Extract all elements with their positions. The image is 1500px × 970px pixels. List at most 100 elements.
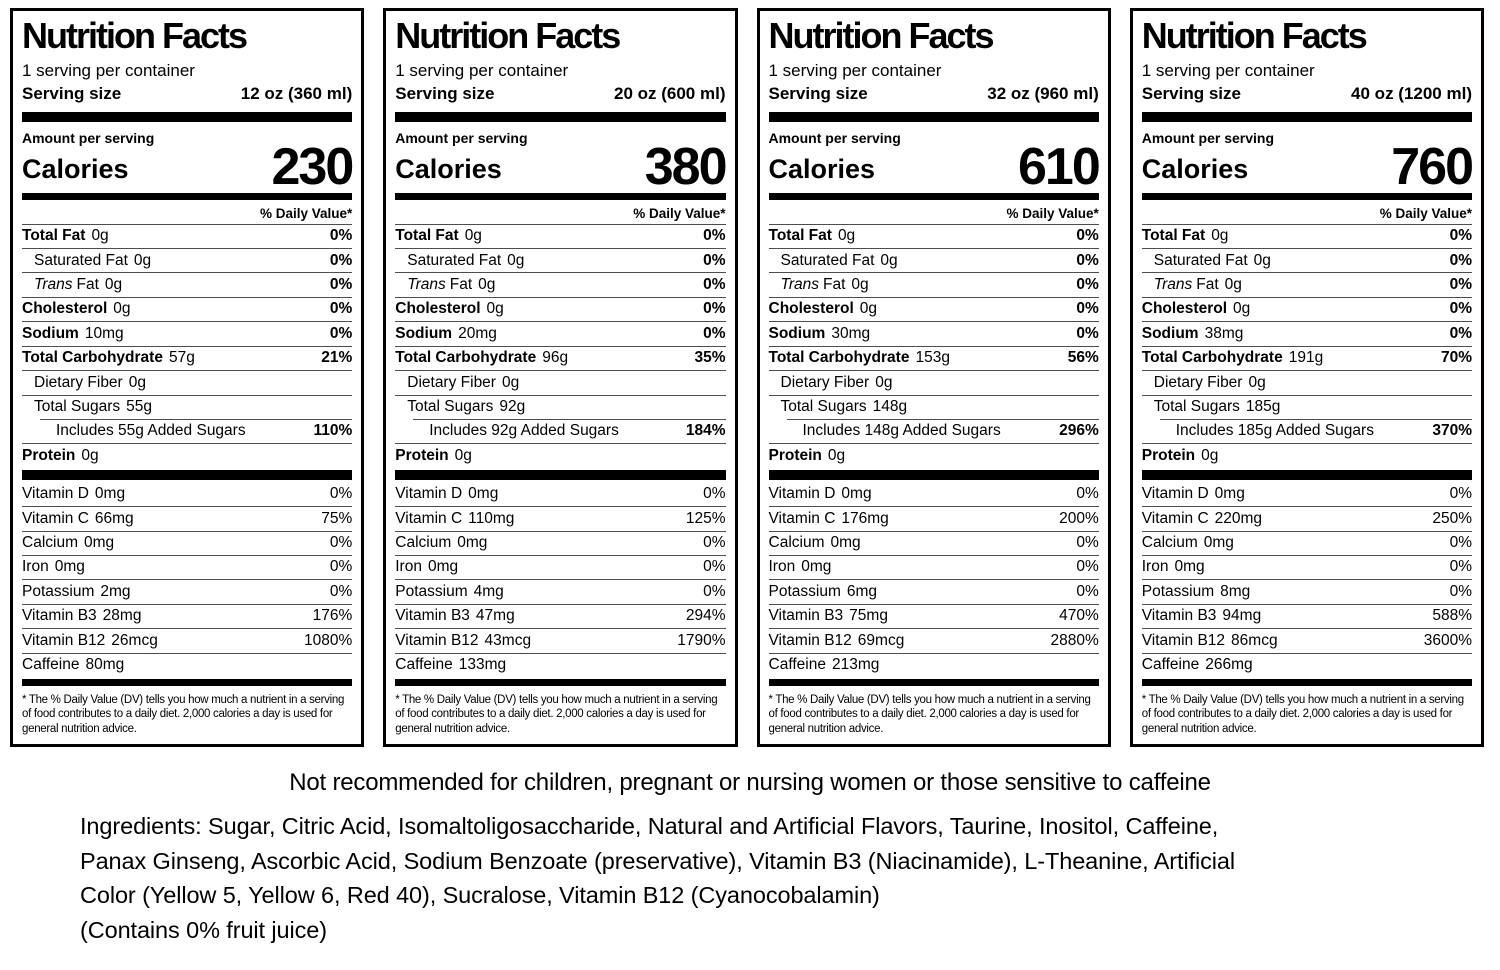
calories-label: Calories	[768, 153, 876, 184]
nutrient-amount: 0g	[81, 446, 99, 464]
daily-value-percent: 125%	[685, 509, 726, 527]
nutrient-amount: 8mg	[1220, 582, 1251, 600]
nutrient-name: Iron	[395, 558, 422, 576]
serving-size-row: Serving size 20 oz (600 ml)	[395, 82, 725, 110]
daily-value-percent: 200%	[1059, 509, 1099, 527]
nutrient-amount: 0g	[875, 373, 893, 391]
daily-value-percent: 0%	[1076, 227, 1099, 245]
servings-per-container: 1 serving per container	[22, 60, 195, 80]
nutrient-name-group: Calcium 0mg	[395, 534, 487, 553]
nutrient-row: Protein 0g	[1141, 443, 1472, 467]
nutrition-label-12oz: Nutrition Facts 1 serving per container Se…	[10, 8, 365, 748]
nutrient-amount: 0mg	[830, 534, 861, 552]
nutrient-amount: 0g	[859, 300, 878, 318]
fruit-juice-note: (Contains 0% fruit juice)	[80, 916, 327, 943]
daily-value-percent: 470%	[1059, 607, 1099, 625]
nutrient-name: Caffeine	[395, 656, 453, 674]
nutrient-name-suffix: Fat	[449, 275, 473, 293]
nutrient-name: Saturated Fat	[780, 251, 875, 269]
daily-value-percent: 3600%	[1423, 631, 1472, 649]
daily-value-percent: 0%	[1076, 275, 1099, 293]
daily-value-percent: 0%	[1076, 251, 1099, 269]
daily-value-header: % Daily Value*	[1379, 205, 1472, 221]
nutrient-name-group: Total Carbohydrate 57g	[22, 349, 195, 368]
nutrient-name: Total Carbohydrate	[395, 349, 537, 367]
nutrient-name: Vitamin D	[768, 485, 836, 503]
nutrient-amount: 0g	[1201, 446, 1219, 464]
nutrient-amount: 55g	[126, 398, 153, 416]
nutrient-row: Total Fat 0g 0%	[395, 223, 726, 248]
daily-value-percent: 75%	[321, 509, 353, 527]
nutrient-name: Includes 148g Added Sugars	[802, 422, 1001, 440]
nutrient-row: Dietary Fiber 0g	[22, 370, 353, 394]
daily-value-percent: 0%	[1076, 558, 1099, 576]
daily-value-header: % Daily Value*	[259, 205, 353, 221]
vitamin-mineral-rows: Vitamin D 0mg 0% Vitamin C 220mg 250% Calcium 0…	[1141, 483, 1472, 677]
calories-value: 760	[1391, 137, 1474, 196]
nutrient-amount: 2mg	[100, 582, 131, 600]
nutrient-amount: 0g	[113, 300, 131, 318]
servings-per-container: 1 serving per container	[768, 60, 942, 80]
nutrient-name-suffix: Fat	[76, 275, 99, 293]
nutrient-name: Saturated Fat	[407, 251, 502, 269]
daily-value-percent: 110%	[313, 422, 353, 440]
nutrient-name-group: Dietary Fiber 0g	[781, 374, 893, 393]
daily-value-percent: 0%	[1449, 324, 1472, 342]
nutrient-row: Includes 185g Added Sugars 370%	[1159, 418, 1472, 443]
thick-divider-bar	[1141, 469, 1472, 480]
nutrient-name: Includes 55g Added Sugars	[56, 422, 246, 440]
nutrient-name-group: Trans Fat 0g	[34, 276, 122, 295]
nutrient-row: Vitamin B3 28mg 176%	[22, 603, 353, 628]
daily-value-percent: 0%	[1449, 534, 1472, 552]
nutrient-name-group: Total Fat 0g	[22, 227, 109, 246]
nutrient-name: Trans	[780, 275, 819, 293]
nutrient-name-suffix: Fat	[822, 275, 846, 293]
nutrient-name: Calcium	[768, 534, 825, 552]
serving-size-label: Serving size	[22, 83, 122, 103]
nutrient-amount: 10mg	[84, 324, 124, 342]
daily-value-percent: 0%	[1076, 485, 1099, 503]
serving-size-label: Serving size	[768, 83, 868, 103]
nutrient-name-group: Vitamin B12 26mcg	[22, 632, 158, 651]
daily-value-percent: 294%	[685, 607, 726, 625]
daily-value-percent: 0%	[1449, 300, 1472, 318]
medium-divider-bar	[768, 678, 1099, 686]
nutrient-row: Caffeine 133mg	[395, 652, 726, 677]
nutrient-name: Includes 185g Added Sugars	[1175, 422, 1374, 440]
main-nutrient-rows: Total Fat 0g 0% Saturated Fat 0g 0% Trans Fat 0g…	[395, 223, 726, 468]
nutrient-amount: 0mg	[94, 485, 126, 503]
medium-divider-bar	[1141, 192, 1472, 200]
vitamin-mineral-rows: Vitamin D 0mg 0% Vitamin C 66mg 75% Calcium 0mg…	[22, 483, 353, 677]
nutrient-row: Includes 148g Added Sugars 296%	[786, 418, 1099, 443]
nutrient-name-group: Vitamin C 66mg	[22, 510, 134, 529]
nutrient-name: Saturated Fat	[34, 251, 128, 269]
nutrient-name: Calcium	[1141, 534, 1198, 552]
nutrient-name-group: Includes 185g Added Sugars	[1176, 422, 1374, 441]
nutrient-name-group: Protein 0g	[395, 447, 472, 466]
nutrition-label-20oz: Nutrition Facts 1 serving per container Se…	[383, 8, 738, 748]
nutrient-name: Total Sugars	[1153, 398, 1240, 416]
daily-value-percent: 0%	[329, 251, 353, 269]
nutrient-row: Vitamin D 0mg 0%	[395, 483, 725, 506]
main-nutrient-rows: Total Fat 0g 0% Saturated Fat 0g 0% Trans Fat 0g…	[768, 223, 1099, 468]
nutrient-amount: 0g	[880, 251, 898, 269]
nutrient-name-group: Calcium 0mg	[769, 534, 861, 553]
daily-value-percent: 0%	[329, 534, 353, 552]
medium-divider-bar	[22, 192, 353, 200]
thick-divider-bar	[22, 469, 353, 480]
nutrient-amount: 0g	[837, 227, 856, 245]
nutrient-name-group: Vitamin B12 86mcg	[1142, 632, 1278, 651]
nutrient-name-group: Vitamin C 176mg	[769, 510, 889, 529]
nutrient-name: Total Sugars	[780, 398, 867, 416]
nutrient-name-group: Vitamin B3 28mg	[22, 607, 141, 626]
nutrient-name: Vitamin C	[1141, 509, 1209, 527]
nutrient-row: Dietary Fiber 0g	[1141, 370, 1472, 394]
nutrient-row: Cholesterol 0g 0%	[395, 296, 726, 321]
nutrient-amount: 148g	[872, 398, 908, 416]
nutrient-name-group: Includes 55g Added Sugars	[56, 422, 246, 441]
daily-value-percent: 0%	[329, 582, 353, 600]
daily-value-percent: 184%	[685, 422, 726, 440]
serving-size-label: Serving size	[1141, 83, 1241, 103]
nutrient-amount: 191g	[1288, 349, 1324, 367]
daily-value-percent: 0%	[1076, 534, 1099, 552]
